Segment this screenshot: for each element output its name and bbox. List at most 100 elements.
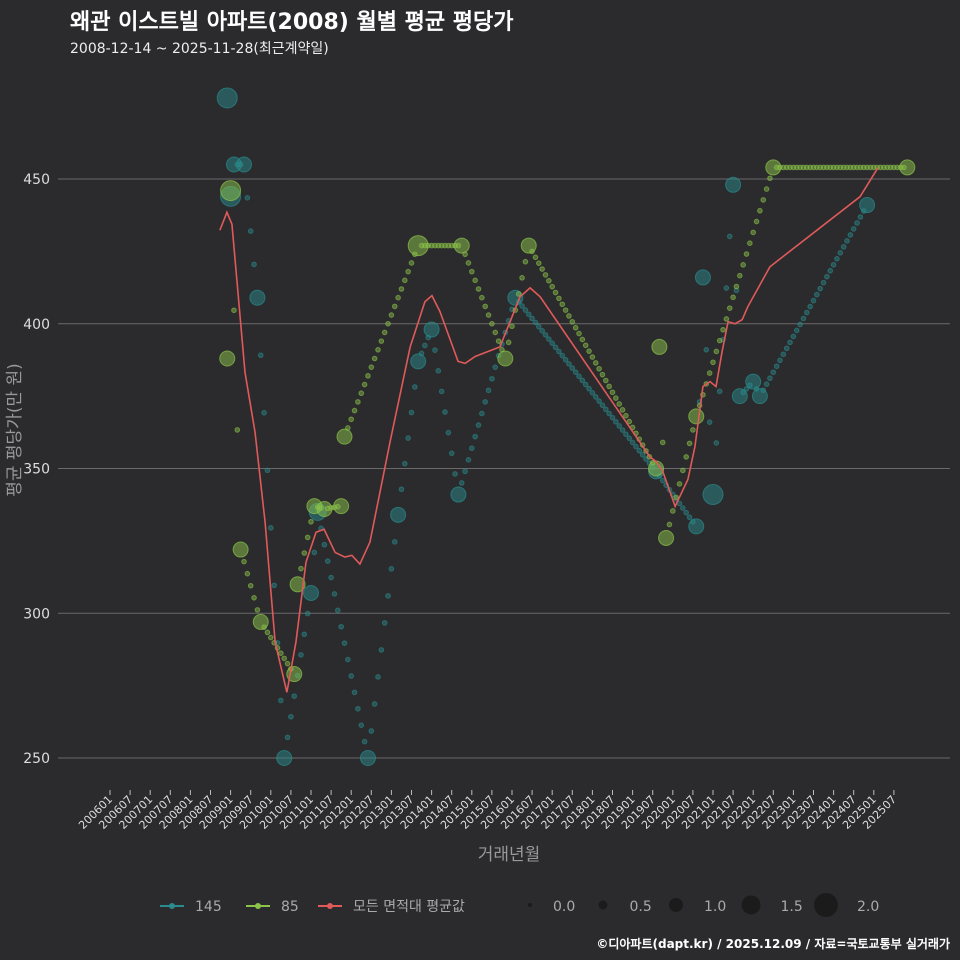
interpolated-point [616, 401, 623, 407]
interpolated-point [331, 591, 338, 597]
interpolated-point [639, 452, 646, 458]
interpolated-point [278, 697, 284, 704]
interpolated-point [247, 582, 254, 589]
interpolated-point [298, 652, 304, 658]
interpolated-point [840, 244, 847, 250]
data-point [232, 541, 249, 558]
interpolated-point [740, 262, 746, 268]
interpolated-point [438, 388, 445, 395]
interpolated-point [680, 467, 686, 474]
interpolated-point [268, 525, 274, 531]
size-legend-dot [669, 898, 683, 912]
interpolated-point [482, 399, 489, 405]
data-point [359, 750, 376, 766]
x-axis-label: 거래년월 [478, 845, 541, 865]
interpolated-point [462, 468, 468, 475]
interpolated-point [385, 320, 391, 327]
interpolated-point [710, 359, 716, 366]
interpolated-point [475, 286, 482, 292]
interpolated-point [720, 326, 726, 333]
interpolated-point [375, 347, 381, 353]
interpolated-point [569, 319, 576, 325]
interpolated-point [264, 467, 271, 474]
interpolated-point [817, 285, 824, 292]
interpolated-point [395, 294, 401, 301]
size-legend-dot [741, 895, 761, 915]
y-tick-label: 250 [23, 751, 50, 767]
interpolated-point [452, 471, 458, 477]
interpolated-point [737, 272, 743, 279]
interpolated-point [268, 634, 274, 641]
interpolated-point [539, 266, 545, 272]
interpolated-point [348, 416, 355, 423]
interpolated-point [378, 338, 385, 344]
interpolated-point [562, 356, 569, 363]
interpolated-point [599, 371, 606, 378]
interpolated-point [599, 402, 606, 409]
legend-label: 모든 면적대 평균값 [353, 899, 465, 915]
interpolated-point [676, 481, 683, 487]
legend-label: 145 [195, 899, 222, 915]
interpolated-point [556, 295, 562, 302]
interpolated-point [358, 722, 365, 728]
interpolated-point [716, 388, 723, 395]
interpolated-point [596, 398, 602, 404]
series-145 [216, 87, 876, 766]
interpolated-point [234, 427, 241, 433]
interpolated-point [281, 655, 288, 662]
interpolated-point [606, 410, 612, 417]
data-point [899, 159, 916, 176]
interpolated-point [793, 327, 800, 334]
interpolated-point [536, 323, 542, 330]
interpolated-point [445, 429, 452, 436]
interpolated-point [422, 342, 428, 349]
interpolated-point [757, 207, 763, 214]
interpolated-point [472, 277, 478, 284]
data-point [249, 289, 266, 306]
size-legend-dot [598, 900, 608, 910]
interpolated-point [804, 309, 810, 316]
data-point [694, 269, 711, 286]
interpolated-point [723, 285, 730, 291]
interpolated-point [542, 272, 549, 278]
size-legend-label: 0.0 [553, 899, 575, 915]
data-point [688, 518, 705, 535]
interpolated-point [743, 251, 750, 257]
interpolated-point [613, 395, 619, 401]
interpolated-point [231, 307, 237, 314]
interpolated-point [790, 333, 797, 340]
interpolated-point [324, 558, 331, 564]
interpolated-point [592, 394, 599, 400]
footer-credit: ©디아파트(dapt.kr) / 2025.12.09 / 자료=국토교통부 실… [596, 937, 950, 951]
interpolated-point [532, 319, 539, 326]
interpolated-point [783, 345, 790, 352]
interpolated-point [659, 439, 666, 446]
interpolated-point [814, 291, 820, 298]
interpolated-point [355, 399, 361, 405]
interpolated-point [469, 445, 475, 452]
interpolated-point [824, 273, 830, 280]
data-point [725, 176, 742, 193]
data-point [453, 237, 470, 254]
interpolated-point [485, 312, 492, 318]
interpolated-point [777, 357, 783, 364]
interpolated-point [539, 327, 545, 334]
interpolated-point [619, 427, 626, 433]
interpolated-point [733, 283, 740, 290]
interpolated-point [552, 289, 559, 296]
interpolated-point [412, 384, 418, 390]
interpolated-point [636, 447, 643, 454]
data-point [252, 613, 269, 630]
interpolated-point [623, 412, 629, 419]
interpolated-point [586, 385, 592, 392]
interpolated-point [619, 407, 626, 413]
interpolated-point [706, 419, 713, 425]
interpolated-point [371, 355, 378, 362]
interpolated-point [686, 514, 693, 521]
interpolated-point [546, 277, 552, 284]
interpolated-point [579, 377, 586, 384]
legend-key-dot [169, 903, 175, 909]
interpolated-point [623, 431, 629, 437]
interpolated-point [529, 315, 535, 322]
